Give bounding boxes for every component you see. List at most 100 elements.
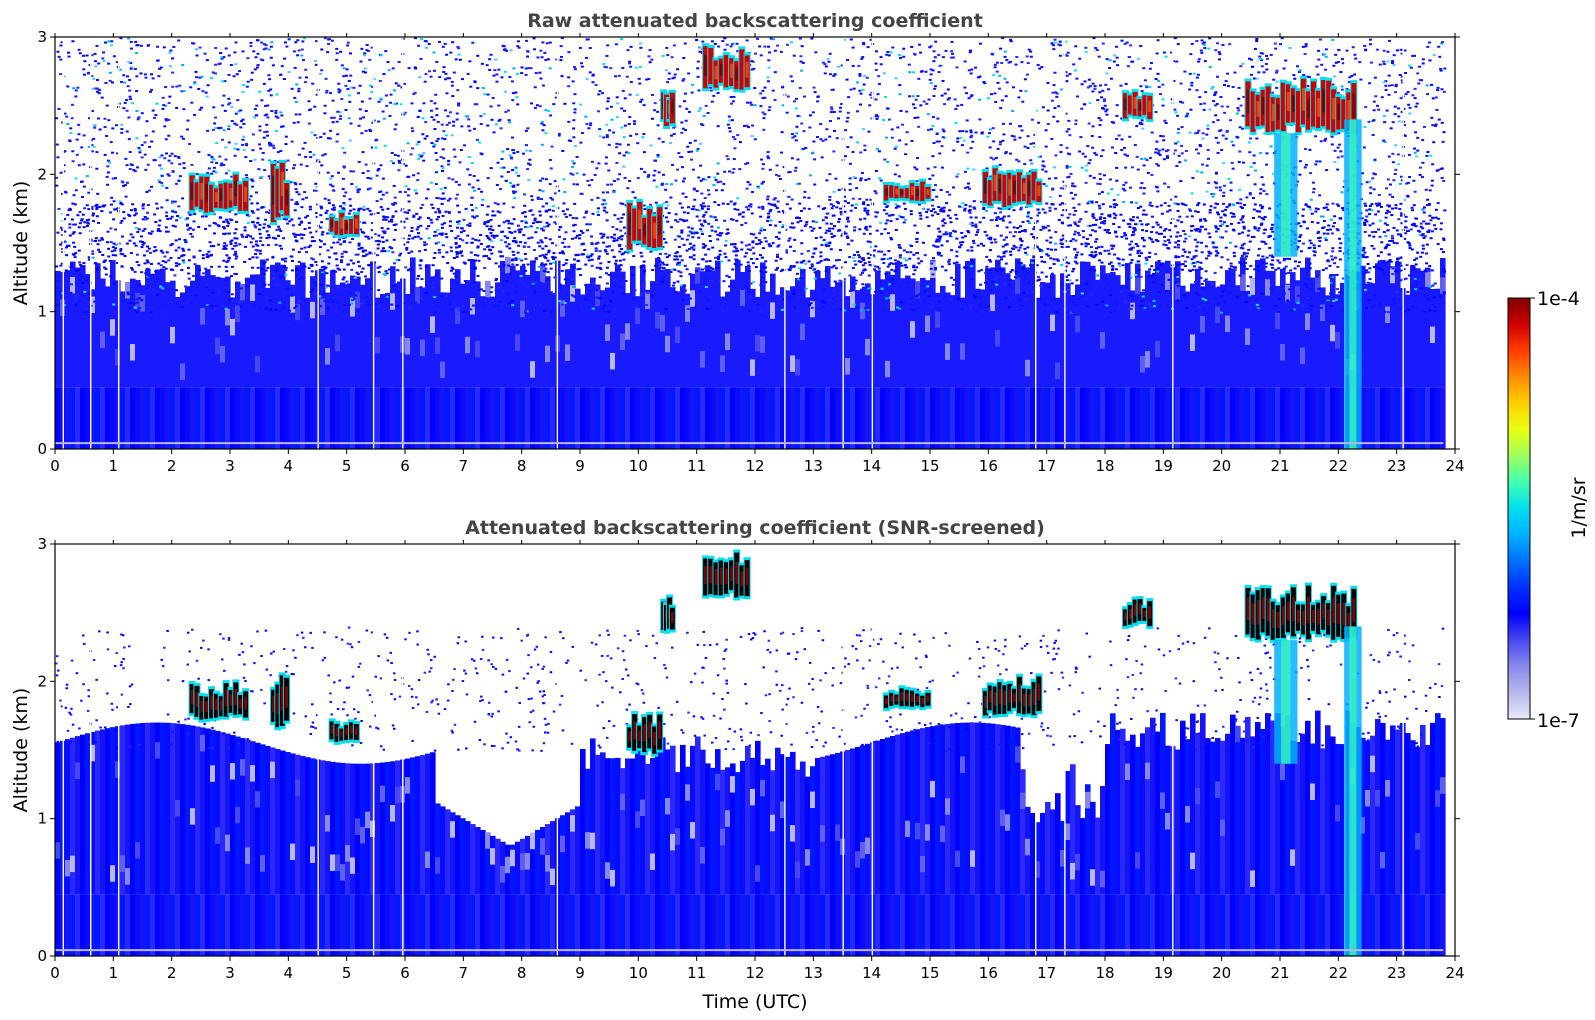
x-tick-label: 15 <box>920 964 939 982</box>
x-tick-label: 7 <box>459 964 469 982</box>
x-tick-label: 12 <box>745 457 764 475</box>
x-axis-screened: 0 1 2 3 4 5 6 7 8 9 10 11 12 13 14 15 16 17 18 19 20 21 22 23 24 <box>50 540 1465 982</box>
x-tick-label: 18 <box>1095 457 1114 475</box>
panel-title-raw: Raw attenuated backscattering coefficien… <box>527 10 983 32</box>
x-tick-label: 11 <box>687 964 706 982</box>
data-gap-5 <box>402 37 404 449</box>
feature-cloud-1 <box>270 159 291 226</box>
data-gap-2 <box>118 544 120 956</box>
feature-cloud-5 <box>702 549 751 601</box>
data-gap-11 <box>1064 544 1066 956</box>
data-gap-4 <box>372 544 375 956</box>
x-tick-label: 8 <box>517 457 527 475</box>
x-tick-label: 8 <box>517 964 527 982</box>
colorbar: 1e-4 1e-7 1/m/sr <box>1507 288 1590 732</box>
x-tick-label: 3 <box>225 964 235 982</box>
feature-cloud-0 <box>188 679 250 723</box>
data-gap-4 <box>372 37 375 449</box>
x-tick-label: 2 <box>167 964 177 982</box>
y-axis-raw: 0 1 2 3 <box>37 28 1460 458</box>
data-gap-0 <box>62 37 64 449</box>
colorbar-gradient <box>1507 297 1531 720</box>
x-tick-label: 23 <box>1387 457 1406 475</box>
feature-cloud-6 <box>882 178 932 205</box>
feature-precip-10 <box>1274 640 1298 764</box>
feature-precip-11 <box>1344 119 1362 449</box>
feature-cloud-0 <box>188 171 250 216</box>
x-tick-label: 13 <box>804 964 823 982</box>
y-tick-label: 2 <box>37 672 47 690</box>
x-tick-label: 9 <box>575 457 585 475</box>
x-tick-label: 19 <box>1154 457 1173 475</box>
data-gap-14 <box>1402 37 1404 449</box>
feature-cloud-6 <box>882 685 932 712</box>
y-tick-label: 3 <box>37 535 47 553</box>
x-tick-label: 10 <box>629 457 648 475</box>
x-tick-label: 3 <box>225 457 235 475</box>
data-gap-2 <box>118 37 120 449</box>
y-tick-label: 3 <box>37 28 47 46</box>
feature-precip-10 <box>1274 133 1298 257</box>
feature-cloud-4 <box>660 89 676 129</box>
heatmap-screened <box>55 544 1455 956</box>
data-gap-6 <box>556 37 559 449</box>
y-axis-label-screened: Altitude (km) <box>10 688 32 813</box>
x-tick-label: 1 <box>109 964 119 982</box>
feature-cloud-7 <box>981 673 1043 719</box>
data-gap-1 <box>90 37 92 449</box>
x-tick-label: 21 <box>1270 457 1289 475</box>
feature-precip-11 <box>1344 626 1362 956</box>
x-tick-label: 11 <box>687 457 706 475</box>
data-gap-14 <box>1402 544 1404 956</box>
panel-title-screened: Attenuated backscattering coefficient (S… <box>465 517 1045 539</box>
x-tick-label: 0 <box>50 964 60 982</box>
x-tick-label: 21 <box>1270 964 1289 982</box>
x-tick-label: 17 <box>1037 457 1056 475</box>
feature-cloud-5 <box>702 43 751 93</box>
y-tick-label: 0 <box>37 947 47 965</box>
x-tick-label: 19 <box>1154 964 1173 982</box>
x-tick-label: 5 <box>342 964 352 982</box>
feature-cloud-9 <box>1244 75 1358 136</box>
data-gap-9 <box>871 37 874 449</box>
data-gap-11 <box>1064 37 1066 449</box>
y-tick-label: 1 <box>37 303 47 321</box>
feature-cloud-3 <box>626 711 664 757</box>
x-tick-label: 20 <box>1212 964 1231 982</box>
x-tick-label: 24 <box>1445 457 1464 475</box>
x-tick-label: 17 <box>1037 964 1056 982</box>
y-tick-label: 0 <box>37 440 47 458</box>
x-tick-label: 12 <box>745 964 764 982</box>
x-axis-label: Time (UTC) <box>701 991 807 1013</box>
x-tick-label: 14 <box>862 457 881 475</box>
data-gap-5 <box>402 544 404 956</box>
feature-cloud-1 <box>270 672 291 731</box>
x-tick-label: 6 <box>400 964 410 982</box>
x-tick-label: 0 <box>50 457 60 475</box>
colorbar-min-label: 1e-7 <box>1537 710 1580 732</box>
x-tick-label: 14 <box>862 964 881 982</box>
x-tick-label: 4 <box>284 457 294 475</box>
x-tick-label: 24 <box>1445 964 1464 982</box>
x-tick-label: 9 <box>575 964 585 982</box>
y-tick-label: 2 <box>37 165 47 183</box>
data-gap-6 <box>556 544 559 956</box>
x-tick-label: 2 <box>167 457 177 475</box>
x-tick-label: 16 <box>979 457 998 475</box>
data-gap-7 <box>784 37 786 449</box>
x-tick-label: 6 <box>400 457 410 475</box>
y-tick-label: 1 <box>37 810 47 828</box>
data-gap-10 <box>1035 544 1037 956</box>
feature-cloud-2 <box>328 718 360 745</box>
data-gap-1 <box>90 544 92 956</box>
x-tick-label: 13 <box>804 457 823 475</box>
data-gap-0 <box>62 544 64 956</box>
x-tick-label: 22 <box>1329 964 1348 982</box>
x-tick-label: 20 <box>1212 457 1231 475</box>
data-gap-12 <box>1172 37 1174 449</box>
x-axis-raw: 0 1 2 3 4 5 6 7 8 9 10 11 12 13 14 15 16 17 18 19 20 21 22 23 24 <box>50 33 1465 475</box>
y-axis-label-raw: Altitude (km) <box>10 181 32 306</box>
data-gap-9 <box>871 544 874 956</box>
x-tick-label: 5 <box>342 457 352 475</box>
x-tick-label: 15 <box>920 457 939 475</box>
